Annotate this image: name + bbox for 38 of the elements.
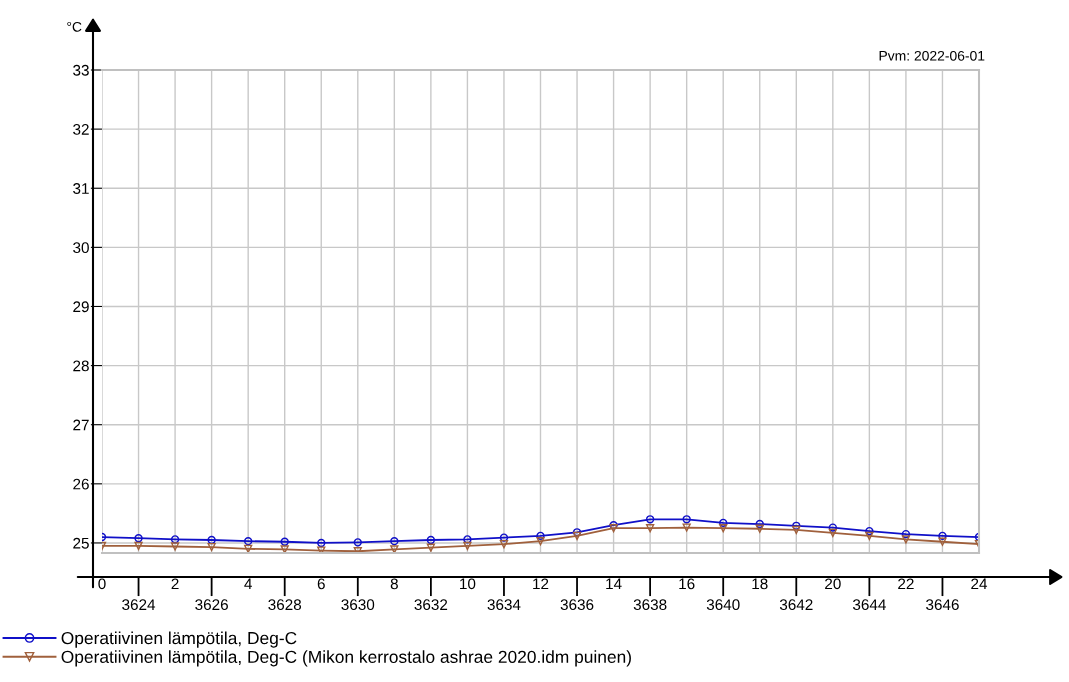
y-tick-label: 25 bbox=[73, 537, 89, 549]
x-tick-label: 8 bbox=[390, 578, 398, 590]
y-tick-label: 30 bbox=[73, 242, 89, 254]
text: Pvm: 2022-06-01 bbox=[879, 50, 985, 61]
y-axis-title: °C bbox=[67, 21, 82, 32]
x-tick-label: 24 bbox=[971, 578, 988, 590]
x2-tick-label: 3630 bbox=[341, 599, 375, 611]
x-tick-label: 14 bbox=[606, 578, 622, 590]
x2-tick-label: 3624 bbox=[122, 599, 156, 611]
x-tick-label: 20 bbox=[825, 578, 841, 590]
x-tick-label: 0 bbox=[98, 578, 106, 590]
legend-label: Operatiivinen lämpötila, Deg-C bbox=[61, 631, 297, 648]
x2-tick-label: 3634 bbox=[487, 599, 521, 611]
x2-tick-label: 3632 bbox=[414, 599, 448, 611]
legend-label: Operatiivinen lämpötila, Deg-C (Mikon kerrostalo ashrae 2020.idm puinen) bbox=[61, 650, 631, 667]
x2-tick-label: 3644 bbox=[852, 599, 886, 611]
x2-tick-label: 3628 bbox=[268, 599, 302, 611]
x2-tick-label: 3642 bbox=[779, 599, 813, 611]
y-tick-label: 33 bbox=[73, 64, 89, 76]
y-tick-label: 28 bbox=[73, 360, 89, 372]
x2-tick-label: 3626 bbox=[195, 599, 228, 611]
y-tick-label: 29 bbox=[73, 301, 89, 313]
x-tick-label: 4 bbox=[244, 578, 252, 590]
x-tick-label: 6 bbox=[317, 578, 325, 590]
x2-tick-label: 3646 bbox=[926, 599, 959, 611]
x-tick-label: 10 bbox=[460, 578, 476, 590]
x-tick-label: 22 bbox=[898, 578, 914, 590]
x-tick-label: 2 bbox=[171, 578, 179, 590]
y-tick-label: 27 bbox=[73, 419, 89, 431]
y-tick-label: 32 bbox=[73, 123, 89, 135]
x2-tick-label: 3638 bbox=[633, 599, 667, 611]
x-tick-label: 16 bbox=[679, 578, 695, 590]
x-tick-label: 12 bbox=[533, 578, 549, 590]
y-tick-label: 31 bbox=[73, 183, 89, 194]
y-tick-label: 26 bbox=[73, 478, 89, 490]
x-tick-label: 18 bbox=[752, 578, 768, 590]
x2-tick-label: 3636 bbox=[560, 599, 594, 611]
x2-tick-label: 3640 bbox=[706, 599, 740, 611]
